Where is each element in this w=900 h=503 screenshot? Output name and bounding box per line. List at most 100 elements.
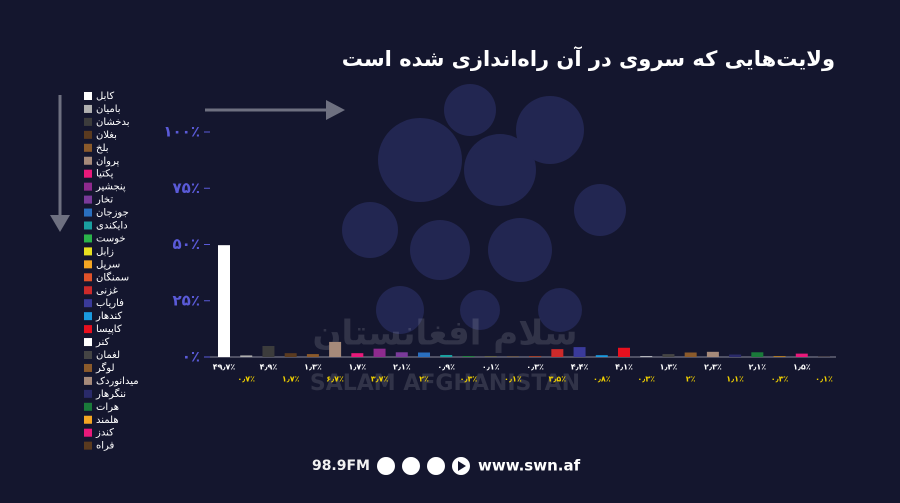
- background-decor: [342, 84, 626, 334]
- twitter-icon[interactable]: [427, 457, 445, 475]
- legend-label: بغلان: [96, 130, 117, 141]
- bar: [529, 356, 542, 357]
- legend-label: لوگر: [95, 362, 115, 374]
- value-label: ۰٫۱٪: [482, 363, 500, 372]
- y-tick-label: ۰٪: [182, 348, 200, 366]
- value-label: ۶٫۷٪: [326, 375, 344, 384]
- value-label: ۱٫۱٪: [726, 375, 744, 384]
- legend-swatch: [84, 286, 92, 295]
- legend-label: کنر: [95, 337, 110, 348]
- legend-label: کاپيسا: [96, 324, 122, 335]
- legend-swatch: [84, 338, 92, 347]
- legend-label: جوزجان: [96, 208, 129, 219]
- value-label: ۰٫۷٪: [237, 375, 255, 384]
- legend-swatch: [84, 156, 92, 165]
- legend-swatch: [84, 182, 92, 191]
- legend-swatch: [84, 247, 92, 256]
- y-tick-label: ۲۵٪: [173, 291, 200, 309]
- bar: [351, 353, 364, 357]
- bar: [240, 355, 253, 357]
- legend-swatch: [84, 208, 92, 217]
- value-label: ۰٫۳٪: [526, 363, 544, 372]
- legend-swatch: [84, 130, 92, 139]
- bar: [751, 352, 764, 357]
- arrows: [50, 95, 345, 232]
- legend-swatch: [84, 104, 92, 113]
- value-label: ۰٫۱٪: [815, 375, 833, 384]
- legend-swatch: [84, 221, 92, 230]
- bar: [729, 354, 742, 357]
- legend-swatch: [84, 195, 92, 204]
- value-label: ۰٫۱٪: [504, 375, 522, 384]
- bar: [773, 356, 786, 357]
- legend-swatch: [84, 441, 92, 450]
- legend-label: فراه: [96, 441, 115, 452]
- value-label: ۱٫۷٪: [349, 363, 367, 372]
- legend-label: پنجشير: [95, 182, 126, 193]
- legend-label: غزنی: [96, 285, 118, 296]
- legend-label: کندهار: [95, 311, 122, 322]
- value-label: ۰٫۳٪: [637, 375, 655, 384]
- legend-swatch: [84, 299, 92, 308]
- footer-website: www.swn.af: [478, 457, 581, 475]
- legend-label: كابل: [96, 91, 114, 102]
- instagram-icon[interactable]: [402, 457, 420, 475]
- bar: [551, 349, 564, 357]
- legend-swatch: [84, 351, 92, 359]
- bar: [306, 354, 319, 357]
- legend-swatch: [84, 402, 92, 411]
- value-label: ۲٪: [686, 375, 696, 384]
- value-label: ۴٫۴٪: [571, 363, 589, 372]
- value-label: ۱٫۷٪: [282, 375, 300, 384]
- value-label: ۰٫۸٪: [593, 375, 611, 384]
- footer: 98.9FM www.swn.af: [312, 457, 581, 475]
- value-label: ۱٫۳٪: [304, 363, 322, 372]
- legend-label: کندز: [95, 428, 114, 439]
- legend-label: تخار: [95, 195, 113, 206]
- legend-label: سرپل: [96, 259, 120, 270]
- bar: [262, 345, 275, 357]
- bar: [684, 352, 697, 357]
- watermark-persian: سلام افغانستان: [313, 314, 578, 354]
- bar: [706, 351, 719, 357]
- legend-label: بدخشان: [96, 117, 130, 128]
- value-label: ۴۹٫۷٪: [213, 363, 236, 372]
- legend-swatch: [84, 143, 92, 152]
- value-label: ۱٫۵٪: [793, 363, 811, 372]
- bar: [640, 356, 653, 357]
- bar: [462, 356, 475, 357]
- legend-swatch: [84, 260, 92, 269]
- legend-label: دايکندی: [96, 221, 128, 232]
- bar: [329, 341, 342, 357]
- bar: [618, 347, 630, 357]
- bar: [418, 352, 430, 357]
- value-label: ۴٫۹٪: [260, 363, 278, 372]
- legend-swatch: [84, 415, 92, 424]
- bar: [662, 354, 675, 357]
- legend-label: هرات: [96, 402, 119, 413]
- y-tick-label: ۵۰٪: [173, 235, 200, 253]
- legend-swatch: [84, 273, 92, 282]
- legend-swatch: [84, 234, 92, 243]
- value-label: ۰٫۳٪: [460, 375, 478, 384]
- watermark: سلام افغانستان SALAM AFGHANISTAN: [310, 314, 580, 397]
- legend-label: زابل: [96, 246, 114, 257]
- value-label: ۴٫۱٪: [615, 363, 633, 372]
- bar: [440, 354, 453, 357]
- chart-title: ولایت‌هایی که سروی در آن راه‌اندازی شده …: [342, 46, 835, 71]
- value-label: ۳٫۷٪: [371, 375, 389, 384]
- value-label: ۳٫۵٪: [549, 375, 567, 384]
- footer-frequency: 98.9FM: [312, 458, 370, 474]
- facebook-icon[interactable]: [377, 457, 395, 475]
- legend-label: باميان: [96, 104, 121, 115]
- value-label: ۲٪: [419, 375, 429, 384]
- value-label: ۱٫۳٪: [660, 363, 678, 372]
- value-label: ۰٫۹٪: [437, 363, 455, 372]
- y-tick-label: ۷۵٪: [173, 179, 200, 197]
- bar: [284, 353, 297, 357]
- legend-label: ننگرهار: [95, 388, 126, 400]
- legend-label: پکتيا: [96, 169, 114, 180]
- play-glyph: [458, 461, 466, 471]
- legend-swatch: [84, 376, 92, 385]
- legend-label: هلمند: [96, 415, 119, 426]
